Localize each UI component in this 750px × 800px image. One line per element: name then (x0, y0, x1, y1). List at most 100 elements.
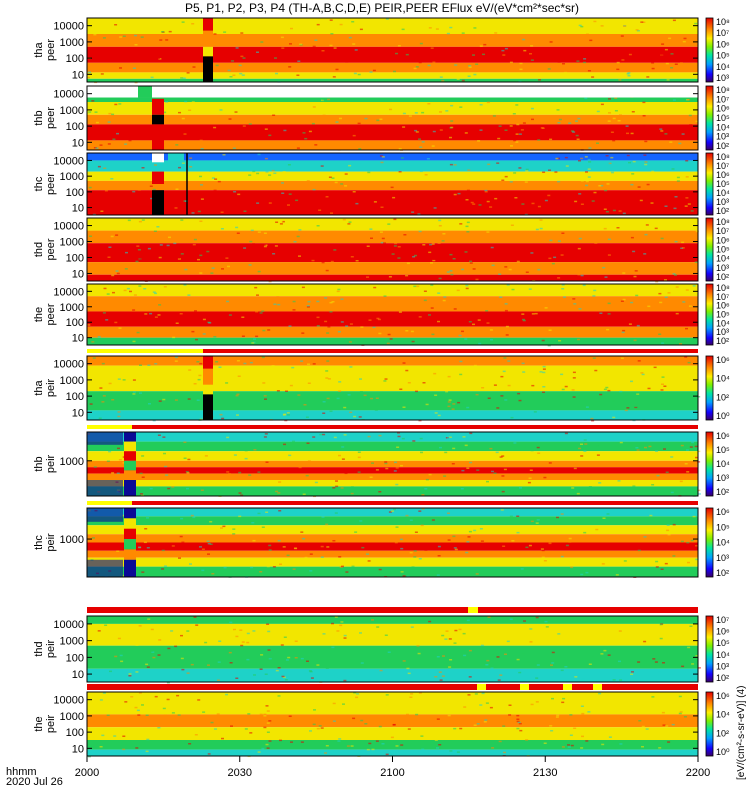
heatmap-speckle (635, 294, 639, 297)
heatmap-speckle (461, 79, 465, 82)
colorbar-tick-label: 10⁶ (716, 39, 730, 49)
heatmap-speckle (215, 196, 219, 198)
heatmap-speckle (252, 539, 256, 542)
heatmap-speckle (111, 472, 115, 474)
heatmap-speckle (316, 316, 320, 319)
y-axis-label: peer (45, 107, 57, 129)
heatmap-speckle (202, 333, 206, 335)
heatmap-speckle (158, 304, 162, 306)
heatmap-speckle (414, 129, 418, 132)
heatmap-speckle (644, 233, 648, 236)
heatmap-speckle (267, 329, 271, 331)
heatmap-speckle (208, 322, 212, 324)
heatmap-speckle (501, 179, 505, 181)
heatmap-speckle (389, 108, 392, 111)
heatmap-speckle (87, 76, 90, 79)
heatmap-speckle (476, 469, 480, 471)
heatmap-speckle (183, 694, 186, 697)
heatmap-speckle (528, 288, 532, 290)
heatmap-speckle (175, 322, 179, 324)
heatmap-speckle (639, 199, 643, 202)
heatmap-speckle (662, 662, 665, 664)
heatmap-speckle (267, 630, 271, 633)
heatmap-speckle (178, 111, 181, 114)
heatmap-speckle (91, 100, 95, 102)
heatmap-speckle (171, 486, 175, 488)
heatmap-speckle (611, 171, 614, 174)
heatmap-band (87, 124, 698, 141)
heatmap-speckle (558, 340, 562, 342)
heatmap-speckle (158, 639, 162, 641)
heatmap-speckle (301, 286, 305, 289)
heatmap-speckle (632, 160, 636, 163)
heatmap-speckle (272, 253, 276, 255)
colorbar-tick-label: 10⁷ (716, 94, 729, 104)
heatmap-speckle (107, 256, 111, 258)
heatmap-speckle (210, 272, 214, 274)
heatmap-speckle (351, 21, 355, 23)
time-tick-label: 2100 (380, 767, 404, 779)
heatmap-speckle (421, 748, 425, 751)
heatmap-speckle (553, 256, 557, 259)
heatmap-speckle (593, 191, 597, 194)
heatmap-speckle (618, 210, 622, 212)
heatmap-speckle (338, 556, 342, 558)
heatmap-speckle (411, 340, 415, 343)
heatmap-speckle (441, 634, 445, 637)
heatmap-speckle (199, 175, 202, 178)
heatmap-speckle (449, 750, 453, 752)
heatmap-speckle (385, 467, 389, 470)
heatmap-speckle (517, 392, 521, 395)
heatmap-speckle (266, 747, 270, 749)
heatmap-speckle (650, 202, 654, 204)
heatmap-speckle (204, 455, 208, 457)
heatmap-speckle (541, 221, 544, 223)
heatmap-speckle (525, 546, 529, 549)
heatmap-speckle (191, 330, 195, 333)
heatmap-speckle (274, 57, 277, 59)
heatmap-speckle (89, 235, 92, 237)
heatmap-feature (124, 528, 136, 540)
heatmap-speckle (333, 436, 337, 439)
heatmap-speckle (540, 127, 544, 129)
heatmap-speckle (126, 287, 130, 290)
heatmap-speckle (471, 70, 475, 72)
heatmap-speckle (395, 745, 399, 747)
heatmap-speckle (607, 120, 611, 122)
heatmap-speckle (438, 227, 441, 229)
heatmap-speckle (266, 623, 270, 625)
heatmap-speckle (332, 540, 336, 542)
heatmap-speckle (498, 273, 502, 275)
flag-ribbon-segment (87, 349, 203, 353)
heatmap-speckle (293, 510, 297, 512)
heatmap-speckle (349, 366, 353, 368)
heatmap-speckle (454, 548, 458, 551)
heatmap-speckle (308, 130, 312, 133)
heatmap-speckle (588, 161, 592, 163)
heatmap-speckle (557, 522, 561, 525)
heatmap-speckle (163, 452, 166, 455)
heatmap-band (87, 740, 698, 750)
heatmap-speckle (578, 24, 582, 27)
heatmap-speckle (571, 130, 574, 132)
y-tick-label: 10000 (53, 619, 84, 631)
heatmap-speckle (133, 67, 136, 69)
heatmap-speckle (594, 242, 598, 244)
heatmap-speckle (573, 303, 577, 305)
heatmap-speckle (459, 106, 463, 108)
heatmap-speckle (312, 436, 316, 438)
heatmap-speckle (512, 113, 516, 115)
heatmap-speckle (636, 324, 640, 327)
heatmap-speckle (190, 514, 194, 517)
heatmap-speckle (118, 327, 122, 329)
heatmap-speckle (685, 176, 689, 178)
colorbar (705, 17, 714, 83)
heatmap-speckle (108, 112, 112, 115)
heatmap-speckle (647, 132, 651, 135)
heatmap-band (87, 616, 698, 624)
heatmap-speckle (420, 735, 424, 737)
heatmap-speckle (416, 645, 420, 647)
heatmap-speckle (485, 664, 489, 666)
heatmap-speckle (510, 416, 514, 419)
heatmap-speckle (264, 433, 268, 435)
